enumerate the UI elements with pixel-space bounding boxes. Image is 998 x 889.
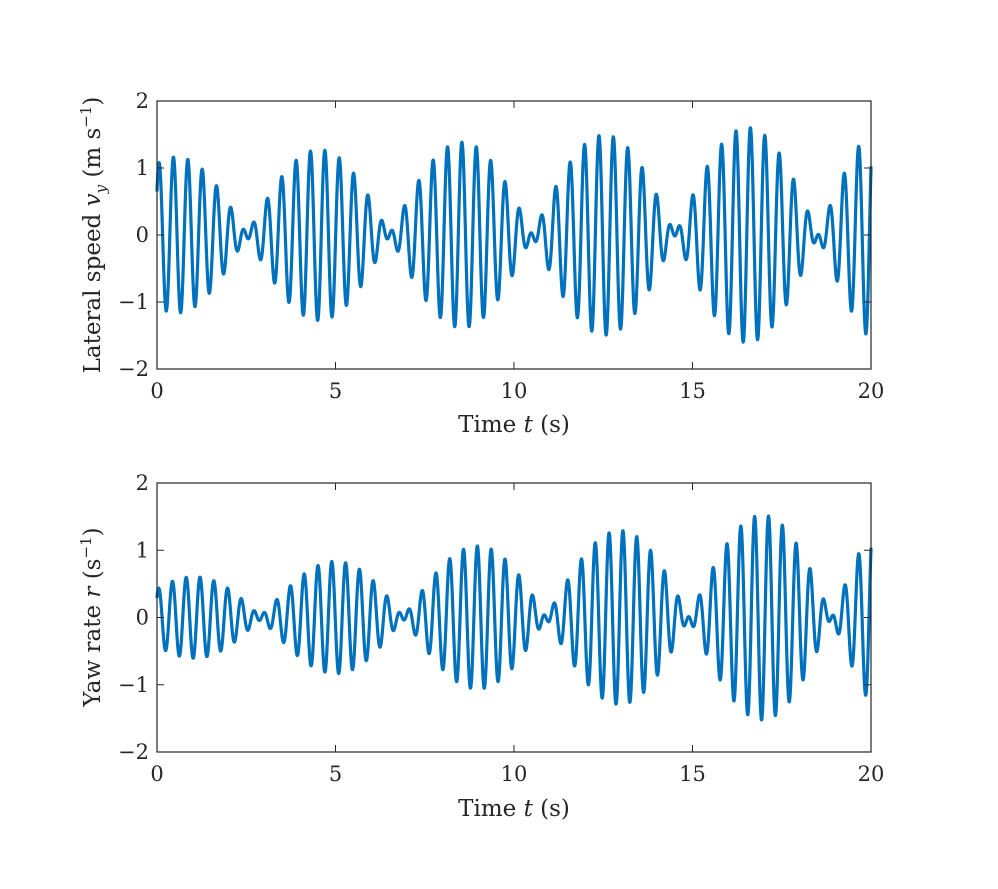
lateral-speed-series: [155, 126, 873, 344]
bottom-x-axis-label: Time t (s): [458, 796, 570, 822]
yaw-rate-series: [155, 514, 873, 722]
top-y-tick-label: −1: [118, 290, 149, 314]
bottom-y-ticks: −2 −1 0 1 2: [118, 471, 871, 764]
bottom-y-axis-label: Yaw rate r (s−1): [77, 527, 106, 707]
bottom-series-line: [155, 514, 873, 722]
top-y-ticks: −2 −1 0 1 2: [118, 89, 871, 381]
bottom-x-tick-label: 0: [150, 762, 163, 786]
top-y-tick-label: 1: [136, 156, 149, 180]
top-x-tick-label: 0: [150, 379, 163, 403]
top-y-tick-label: −2: [118, 357, 149, 381]
bottom-y-tick-label: 1: [136, 538, 149, 562]
top-x-tick-label: 15: [679, 379, 706, 403]
top-x-ticks: 0 5 10 15 20: [150, 101, 884, 403]
top-x-tick-label: 10: [501, 379, 528, 403]
top-x-tick-label: 5: [329, 379, 342, 403]
bottom-x-tick-label: 20: [858, 762, 885, 786]
bottom-y-tick-label: −1: [118, 673, 149, 697]
bottom-x-tick-label: 15: [679, 762, 706, 786]
top-x-axis-label: Time t (s): [458, 412, 570, 438]
bottom-x-tick-label: 10: [501, 762, 528, 786]
bottom-x-ticks: 0 5 10 15 20: [150, 483, 884, 786]
top-y-axis-label: Lateral speed vy (m s−1): [77, 97, 110, 374]
bottom-chart: 0 5 10 15 20 −2 −1 0 1 2 Time t (s) Yaw rate r (…: [77, 471, 884, 822]
top-x-tick-label: 20: [858, 379, 885, 403]
top-series-line: [155, 126, 873, 344]
bottom-x-tick-label: 5: [329, 762, 342, 786]
bottom-y-tick-label: −2: [118, 740, 149, 764]
top-chart: 0 5 10 15 20 −2 −1 0 1 2 Time t (s) Lateral spee…: [77, 89, 884, 438]
top-y-tick-label: 2: [136, 89, 149, 113]
bottom-y-tick-label: 0: [136, 606, 149, 630]
bottom-y-tick-label: 2: [136, 471, 149, 495]
top-y-tick-label: 0: [136, 223, 149, 247]
